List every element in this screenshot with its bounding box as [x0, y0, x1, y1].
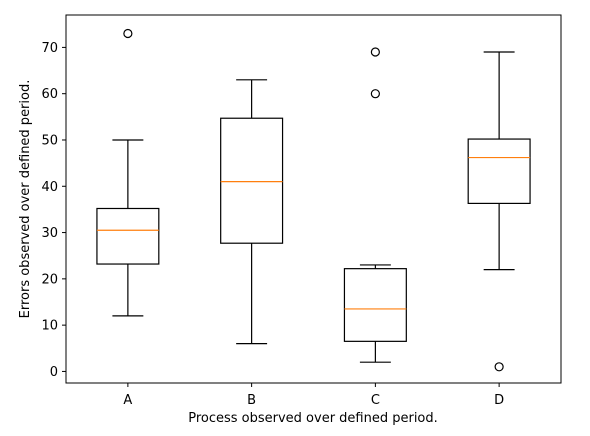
- outlier-point: [494, 362, 504, 372]
- outlier-point: [370, 89, 380, 99]
- box-body: [467, 138, 531, 204]
- y-tick-label: 70: [41, 41, 58, 56]
- box-A: [96, 28, 160, 317]
- plot-area: [65, 14, 562, 384]
- x-tick-label: C: [371, 393, 380, 408]
- chart-marks: [96, 28, 531, 372]
- box-body: [96, 207, 160, 265]
- outlier-point: [370, 47, 380, 57]
- y-tick-label: 40: [41, 180, 58, 195]
- y-tick-label: 30: [41, 226, 58, 241]
- x-tick-label: A: [123, 393, 132, 408]
- y-tick-label: 0: [50, 365, 58, 380]
- box-body: [343, 268, 407, 342]
- x-axis-label: Process observed over defined period.: [188, 411, 438, 426]
- y-tick-label: 20: [41, 272, 58, 287]
- box-B: [220, 79, 284, 345]
- y-tick-label: 60: [41, 87, 58, 102]
- box-D: [467, 51, 531, 372]
- box-C: [343, 47, 407, 363]
- box-body: [220, 117, 284, 244]
- x-tick-label: B: [247, 393, 256, 408]
- x-axis: A B C D: [123, 383, 504, 408]
- y-axis: 0 10 20 30 40 50 60 70: [41, 41, 66, 380]
- y-tick-label: 50: [41, 133, 58, 148]
- y-tick-label: 10: [41, 319, 58, 334]
- y-axis-label: Errors observed over defined period.: [18, 80, 33, 319]
- outlier-point: [123, 28, 133, 39]
- x-tick-label: D: [494, 393, 504, 408]
